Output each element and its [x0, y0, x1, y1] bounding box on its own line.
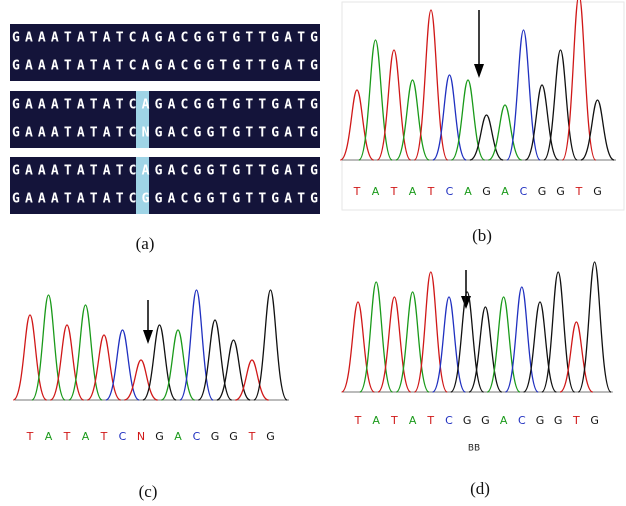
peak — [414, 10, 447, 160]
base-call: A — [409, 185, 417, 198]
figure: GAAATATATCAGACGGTGTTGATGGAAATATATCAGACGG… — [0, 0, 626, 506]
base-call: A — [174, 430, 182, 443]
base-call: T — [353, 185, 361, 198]
base-call: T — [26, 430, 34, 443]
peak — [69, 305, 102, 400]
base-call: G — [266, 430, 275, 443]
base-call: A — [500, 414, 508, 427]
base-call: T — [248, 430, 256, 443]
base-call: G — [482, 185, 491, 198]
panel-label: (c) — [139, 482, 158, 501]
base-call: T — [426, 414, 434, 427]
base-call: G — [538, 185, 547, 198]
base-call: G — [155, 430, 164, 443]
base-call: T — [354, 414, 362, 427]
base-call: G — [229, 430, 238, 443]
arrow-head — [474, 64, 484, 78]
peak — [106, 330, 139, 400]
base-call: G — [590, 414, 599, 427]
base-call: C — [445, 414, 453, 427]
base-call: A — [372, 414, 380, 427]
peak — [578, 262, 611, 392]
base-call: A — [372, 185, 380, 198]
panel-label: (a) — [136, 234, 155, 253]
peak — [32, 295, 65, 400]
base-call: T — [572, 414, 580, 427]
panel-frame — [342, 2, 624, 210]
panel-label: (d) — [470, 479, 490, 498]
peak — [235, 360, 268, 400]
peak — [180, 290, 213, 400]
peak — [488, 105, 521, 160]
peak — [50, 325, 83, 400]
peak — [414, 272, 447, 392]
peak — [581, 100, 614, 160]
base-call: C — [446, 185, 454, 198]
base-call: T — [427, 185, 435, 198]
base-call: G — [211, 430, 220, 443]
base-call: N — [137, 430, 145, 443]
base-call: T — [390, 185, 398, 198]
base-call: A — [464, 185, 472, 198]
base-call: G — [556, 185, 565, 198]
base-call: G — [536, 414, 545, 427]
peak — [505, 287, 538, 392]
base-call: G — [554, 414, 563, 427]
arrow-head — [143, 330, 153, 344]
base-call: T — [63, 430, 71, 443]
annotation: BB — [468, 444, 480, 454]
base-call: C — [518, 414, 526, 427]
base-call: A — [409, 414, 417, 427]
base-call: G — [463, 414, 472, 427]
peak — [544, 50, 577, 160]
peak — [198, 320, 231, 400]
base-call: C — [520, 185, 528, 198]
peak — [507, 30, 540, 160]
panel-label: (b) — [472, 226, 492, 245]
base-call: C — [193, 430, 201, 443]
peak — [359, 40, 392, 160]
base-call: A — [501, 185, 509, 198]
base-call: C — [119, 430, 127, 443]
base-call: G — [481, 414, 490, 427]
peak — [542, 272, 575, 392]
peak — [217, 340, 250, 400]
base-call: T — [575, 185, 583, 198]
base-call: T — [100, 430, 108, 443]
base-call: A — [45, 430, 53, 443]
base-call: A — [82, 430, 90, 443]
base-call: G — [593, 185, 602, 198]
peak — [360, 282, 393, 392]
base-call: T — [390, 414, 398, 427]
